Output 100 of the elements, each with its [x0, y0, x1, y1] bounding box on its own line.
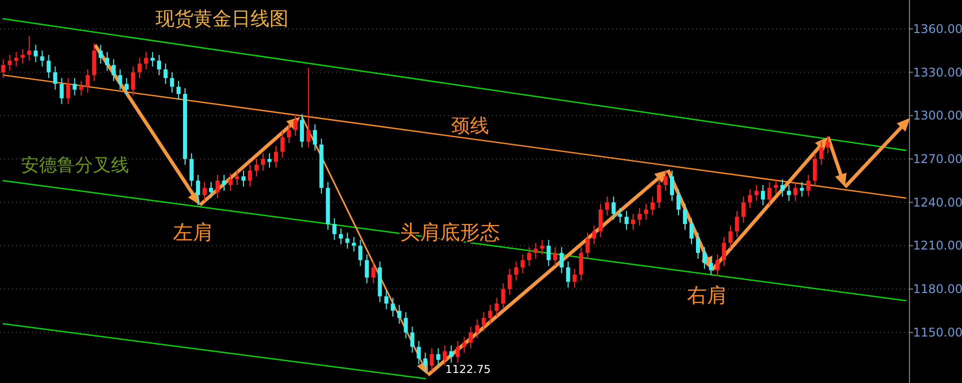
candlestick — [546, 239, 551, 266]
candlestick — [520, 254, 525, 274]
y-tick-label: 1150.00 — [913, 325, 962, 340]
candlestick — [190, 152, 194, 187]
candlestick — [390, 297, 395, 318]
candlestick — [793, 182, 798, 202]
y-tick-label: 1360.00 — [913, 22, 962, 36]
candlestick — [826, 135, 830, 154]
candlestick — [300, 114, 304, 148]
annotation: 安德鲁分叉线 — [21, 155, 129, 176]
candlestick — [430, 348, 434, 372]
candlestick — [306, 67, 310, 148]
candlestick — [79, 80, 84, 96]
candlestick — [682, 203, 688, 230]
candlestick — [494, 297, 499, 318]
candlestick — [60, 78, 64, 105]
candlestick — [124, 78, 129, 96]
candlestick — [312, 124, 317, 151]
candlestick — [384, 290, 388, 310]
candlestick — [734, 210, 739, 238]
candlestick — [222, 174, 226, 192]
candlestick — [332, 218, 336, 240]
candlestick — [118, 68, 122, 90]
candlestick — [209, 182, 214, 199]
candlestick — [397, 304, 402, 324]
candlestick — [741, 196, 746, 224]
candlestick — [605, 196, 610, 216]
candlestick — [241, 170, 246, 187]
candlestick — [345, 232, 350, 250]
candlestick — [274, 145, 278, 168]
candlestick — [364, 254, 369, 284]
candlestick — [527, 246, 532, 266]
candlestick — [708, 256, 713, 276]
candlestick — [676, 188, 681, 216]
candlestick — [46, 54, 51, 79]
candlestick — [138, 57, 142, 79]
candlestick — [98, 44, 103, 64]
candlestick — [410, 326, 414, 354]
candlestick — [618, 208, 622, 224]
candlestick — [553, 246, 558, 266]
candlestick — [338, 228, 343, 245]
candlestick — [53, 66, 58, 90]
annotation: 颈线 — [451, 115, 489, 137]
candlestick — [819, 141, 824, 166]
annotation: 左肩 — [173, 220, 213, 244]
candlestick — [449, 344, 454, 364]
candlestick — [254, 158, 258, 177]
candlestick — [786, 184, 791, 202]
candlestick — [8, 54, 12, 72]
candlestick — [131, 66, 136, 96]
candlestick — [631, 213, 636, 230]
candlestick — [416, 340, 421, 365]
candlestick — [112, 58, 116, 82]
y-tick-label: 1330.00 — [913, 65, 962, 80]
candlestick — [572, 268, 577, 288]
candlestick — [715, 254, 720, 277]
candlestick — [702, 246, 706, 270]
candlestick — [442, 344, 447, 366]
candlestick — [260, 152, 265, 172]
candlestick — [1, 58, 6, 79]
candlestick — [612, 196, 616, 220]
candlestick — [586, 232, 590, 260]
candlestick — [468, 326, 473, 349]
candlestick — [358, 239, 362, 266]
candlestick — [20, 48, 25, 64]
annotation: 右肩 — [687, 283, 727, 307]
candlestick — [644, 203, 648, 220]
candlestick — [72, 78, 77, 96]
candlestick — [105, 52, 110, 72]
candlestick — [488, 304, 492, 324]
candlestick — [722, 236, 726, 266]
candlestick — [760, 184, 765, 206]
y-tick-label: 1210.00 — [913, 238, 962, 253]
candlestick — [196, 174, 200, 206]
candlestick — [592, 224, 596, 245]
candlestick — [650, 196, 655, 216]
candlestick — [501, 282, 506, 310]
candlestick — [560, 246, 564, 274]
candlestick — [748, 188, 752, 209]
candlestick — [436, 348, 440, 366]
candlestick — [280, 131, 284, 158]
candlestick — [475, 318, 480, 339]
candlestick — [670, 170, 674, 202]
candlestick — [657, 178, 662, 209]
candlestick — [86, 68, 90, 93]
candlestick — [248, 164, 252, 187]
candlestick — [754, 184, 758, 202]
candlestick — [624, 210, 629, 230]
candlestick — [286, 124, 291, 144]
y-tick-label: 1270.00 — [913, 152, 962, 166]
candlestick — [66, 78, 70, 105]
candlestick — [806, 174, 810, 198]
annotation: 1122.75 — [445, 363, 491, 376]
candlestick — [27, 36, 32, 62]
candlestick — [371, 261, 376, 284]
candlestick — [696, 232, 700, 260]
candlestick — [176, 80, 181, 100]
candlestick — [566, 261, 570, 288]
candlestick — [144, 52, 148, 70]
y-tick-label: 1300.00 — [913, 108, 962, 123]
